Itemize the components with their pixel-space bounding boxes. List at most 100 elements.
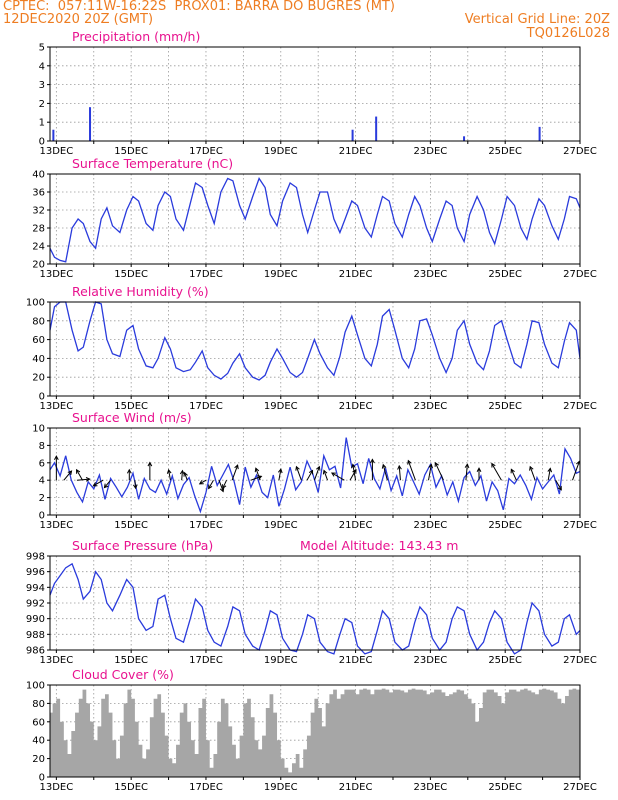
wind-arrow <box>510 469 517 481</box>
wind-arrow <box>104 479 111 488</box>
y-tick-label: 20 <box>32 260 45 271</box>
x-tick-label: 15DEC <box>114 269 148 280</box>
y-tick-label: 80 <box>32 699 45 710</box>
y-tick-label: 40 <box>32 170 45 181</box>
y-tick-label: 100 <box>26 298 45 309</box>
wind-arrow-head <box>464 463 470 469</box>
y-tick-label: 2 <box>39 99 45 110</box>
x-tick-label: 25DEC <box>488 269 522 280</box>
panel-title: Relative Humidity (%) <box>72 284 209 299</box>
wind-arrow <box>465 464 468 481</box>
x-tick-label: 27DEC <box>563 146 597 157</box>
y-tick-label: 0 <box>39 392 45 403</box>
x-tick-label: 27DEC <box>563 782 597 793</box>
wind-arrow-head <box>126 468 132 474</box>
y-tick-label: 60 <box>32 717 45 728</box>
wind-arrow <box>199 479 207 485</box>
x-tick-label: 21DEC <box>339 269 373 280</box>
wind-arrow-head <box>166 468 172 474</box>
wind-arrow <box>63 470 72 481</box>
wind-arrow <box>382 464 388 481</box>
wind-arrow <box>208 479 214 489</box>
x-tick-label: 23DEC <box>414 146 448 157</box>
header-grid-line: Vertical Grid Line: 20Z <box>464 12 610 27</box>
wind-arrow <box>76 478 90 481</box>
y-tick-label: 80 <box>32 316 45 327</box>
x-tick-label: 17DEC <box>189 401 223 412</box>
x-tick-label: 21DEC <box>339 520 373 531</box>
wind-arrow-head <box>254 467 260 473</box>
y-tick-label: 0 <box>39 773 45 784</box>
y-tick-label: 4 <box>39 476 45 487</box>
series-line <box>49 562 581 655</box>
x-tick-label: 23DEC <box>414 782 448 793</box>
wind-arrow <box>255 468 261 481</box>
x-tick-label: 23DEC <box>414 520 448 531</box>
wind-arrow <box>428 464 432 481</box>
x-tick-label: 25DEC <box>488 146 522 157</box>
wind-arrow-head <box>54 455 59 460</box>
panel-2: 0 20 40 60 80 100 13DEC 15DEC 17DEC 19DEC 21DEC 23D… <box>26 284 597 412</box>
wind-arrow <box>331 472 345 481</box>
wind-arrow-head <box>198 480 204 485</box>
y-tick-label: 40 <box>32 354 45 365</box>
x-tick-label: 15DEC <box>114 401 148 412</box>
y-tick-label: 20 <box>32 754 45 765</box>
x-tick-label: 25DEC <box>488 655 522 666</box>
x-tick-label: 19DEC <box>264 655 298 666</box>
x-tick-label: 13DEC <box>39 269 73 280</box>
x-tick-label: 19DEC <box>264 401 298 412</box>
wind-arrow <box>306 470 313 481</box>
x-tick-label: 15DEC <box>114 782 148 793</box>
x-tick-label: 17DEC <box>189 782 223 793</box>
wind-arrow-head <box>92 482 98 487</box>
x-tick-label: 27DEC <box>563 401 597 412</box>
y-tick-label: 6 <box>39 458 45 469</box>
y-tick-label: 3 <box>39 80 45 91</box>
y-tick-label: 994 <box>26 583 45 594</box>
wind-arrow <box>434 462 444 481</box>
wind-arrow-head <box>330 472 336 477</box>
x-tick-label: 15DEC <box>114 520 148 531</box>
wind-arrow-head <box>316 465 321 471</box>
wind-arrow-head <box>381 463 387 469</box>
x-tick-label: 17DEC <box>189 655 223 666</box>
y-tick-label: 100 <box>26 681 45 692</box>
wind-arrow-head <box>529 465 534 471</box>
wind-arrow-head <box>234 464 239 470</box>
x-tick-label: 15DEC <box>114 655 148 666</box>
wind-arrow <box>218 480 224 492</box>
wind-arrow-head <box>491 462 496 468</box>
x-tick-label: 13DEC <box>39 146 73 157</box>
panel-title: Surface Wind (m/s) <box>72 410 192 425</box>
wind-arrow-head <box>557 485 562 491</box>
wind-arrow <box>352 464 357 481</box>
precip-bar <box>538 126 541 141</box>
y-tick-label: 0 <box>39 511 45 522</box>
wind-arrow-head <box>434 461 439 467</box>
wind-arrow-head <box>103 483 109 489</box>
wind-arrow <box>555 479 562 491</box>
panel-0: 0 1 2 3 4 5 13DEC 15DEC 17DEC 19DEC 21DEC 23DEC 25DE… <box>39 29 597 157</box>
x-tick-label: 21DEC <box>339 782 373 793</box>
x-tick-label: 27DEC <box>563 655 597 666</box>
wind-arrow <box>250 475 262 481</box>
y-tick-label: 24 <box>32 242 45 253</box>
x-tick-label: 13DEC <box>39 782 73 793</box>
wind-arrow-head <box>547 467 553 473</box>
x-tick-label: 17DEC <box>189 146 223 157</box>
wind-arrow-head <box>76 468 81 474</box>
wind-arrow <box>184 472 188 481</box>
panel-title: Surface Pressure (hPa) <box>72 538 213 553</box>
precip-bar <box>89 107 92 141</box>
wind-arrow <box>529 466 536 481</box>
x-tick-label: 15DEC <box>114 146 148 157</box>
x-tick-label: 13DEC <box>39 520 73 531</box>
wind-arrow <box>572 461 580 481</box>
precip-bar <box>351 129 354 141</box>
series-line <box>49 437 581 514</box>
header-run-time: 12DEC2020 20Z (GMT) <box>3 12 154 27</box>
wind-arrow <box>349 469 357 481</box>
wind-arrow <box>181 470 183 481</box>
